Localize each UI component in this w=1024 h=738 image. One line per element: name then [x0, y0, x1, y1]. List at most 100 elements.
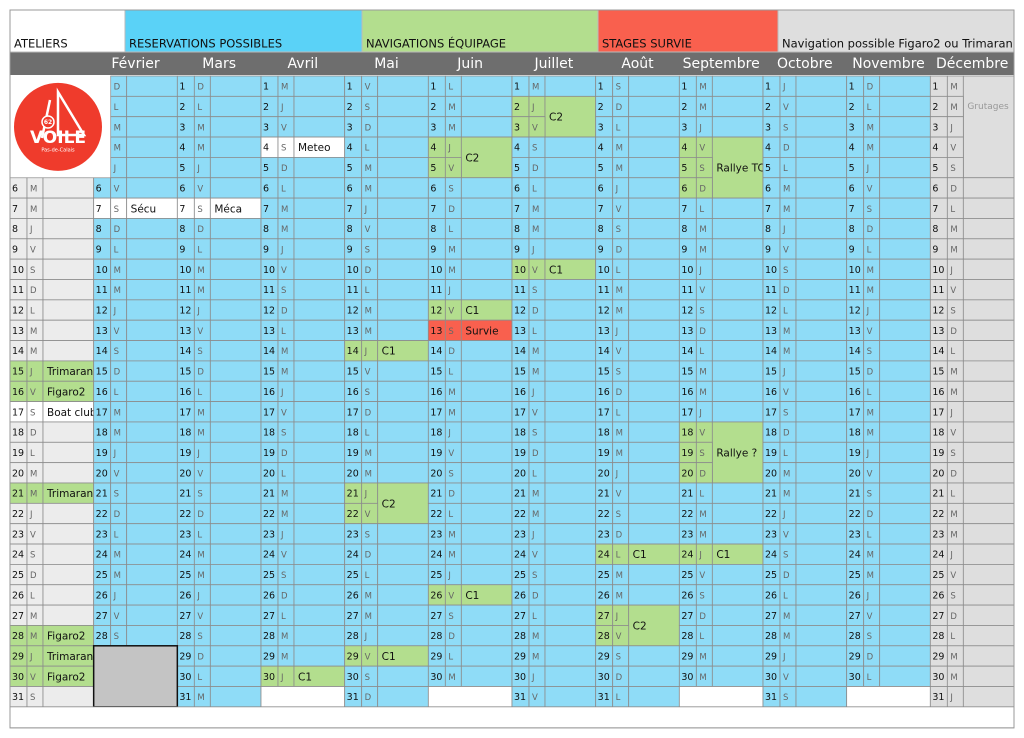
day-number: 9 — [347, 244, 353, 255]
weekday: J — [280, 245, 284, 255]
day-number: 3 — [263, 122, 269, 133]
weekday: V — [699, 429, 705, 439]
logo-text: VOILE — [30, 128, 86, 148]
day-number: 31 — [514, 692, 526, 703]
day-number: 31 — [347, 692, 359, 703]
weekday: M — [30, 184, 37, 194]
weekday: D — [114, 83, 121, 93]
weekday: V — [783, 388, 789, 398]
note-cell — [544, 564, 597, 586]
note-cell — [879, 462, 931, 484]
weekday: L — [281, 469, 286, 479]
day-number: 12 — [263, 306, 275, 317]
day-number: 6 — [347, 183, 353, 194]
weekday: V — [532, 693, 538, 703]
note-cell — [460, 95, 513, 118]
day-number: 8 — [96, 224, 102, 235]
day-number: 29 — [681, 651, 693, 662]
day-number: 14 — [514, 346, 526, 357]
day-number: 24 — [96, 550, 108, 561]
weekday: M — [30, 612, 37, 622]
day-number: 28 — [347, 631, 359, 642]
weekday: V — [783, 530, 789, 540]
note-cell — [42, 197, 95, 219]
weekday: V — [281, 408, 287, 418]
empty-cell — [427, 686, 513, 708]
note-cell — [628, 258, 680, 280]
weekday: V — [114, 469, 120, 479]
month-name: Mars — [202, 56, 236, 72]
day-number: 25 — [514, 570, 526, 581]
day-number: 26 — [12, 590, 24, 601]
day-number: 23 — [598, 529, 610, 540]
weekday: V — [197, 612, 203, 622]
weekday: J — [866, 307, 870, 317]
day-number: 12 — [598, 306, 610, 317]
empty-cell — [846, 686, 931, 708]
weekday: S — [197, 347, 202, 357]
note-cell — [628, 462, 680, 484]
day-number: 5 — [598, 163, 604, 174]
note-cell — [962, 360, 1015, 382]
day-number: 17 — [263, 407, 275, 418]
note-cell — [962, 543, 1015, 565]
day-number: 10 — [96, 265, 108, 276]
day-number: 30 — [598, 672, 610, 683]
note-cell — [628, 686, 680, 708]
day-number: 18 — [765, 428, 777, 439]
note-cell — [544, 238, 597, 260]
note-cell — [460, 625, 513, 647]
day-number: 12 — [96, 306, 108, 317]
note-cell — [377, 686, 429, 708]
note-cell — [460, 564, 513, 586]
day-number: 6 — [681, 183, 687, 194]
day-number: 1 — [430, 82, 436, 93]
logo-sail — [56, 87, 87, 137]
weekday: M — [448, 388, 455, 398]
note-cell — [795, 625, 848, 647]
day-number: 6 — [932, 183, 938, 194]
day-number: 12 — [514, 306, 526, 317]
weekday: S — [783, 551, 788, 561]
day-number: 15 — [12, 367, 24, 378]
day-number: 15 — [263, 367, 275, 378]
weekday: S — [197, 632, 202, 642]
weekday: D — [281, 591, 288, 601]
weekday: M — [699, 368, 706, 378]
note-cell — [962, 299, 1015, 321]
note-cell — [42, 564, 95, 586]
event-cell — [544, 95, 597, 138]
weekday: S — [699, 164, 704, 174]
weekday: D — [365, 266, 372, 276]
weekday: J — [531, 673, 535, 683]
note-cell — [42, 279, 95, 301]
logo-badge-circle — [41, 115, 55, 129]
note-cell — [879, 116, 931, 138]
event-label: Rallye TC — [716, 163, 764, 175]
weekday: V — [867, 327, 873, 337]
weekday: M — [532, 347, 539, 357]
day-number: 29 — [179, 651, 191, 662]
note-cell — [628, 645, 680, 667]
day-number: 25 — [263, 570, 275, 581]
note-cell — [628, 116, 680, 138]
day-number: 15 — [765, 367, 777, 378]
weekday: M — [532, 632, 539, 642]
weekday: V — [532, 123, 538, 133]
note-cell — [209, 218, 262, 240]
weekday: J — [29, 652, 33, 662]
note-cell — [126, 360, 178, 382]
day-number: 3 — [849, 122, 855, 133]
note-cell — [711, 380, 764, 403]
weekday: M — [30, 327, 37, 337]
note-cell — [209, 604, 262, 626]
note-cell — [544, 218, 597, 240]
day-number: 7 — [12, 204, 18, 215]
weekday: D — [950, 469, 957, 479]
note-cell — [293, 380, 346, 403]
day-number: 16 — [514, 387, 526, 398]
weekday: D — [197, 510, 204, 520]
day-number: 2 — [263, 102, 269, 113]
weekday: L — [114, 530, 119, 540]
